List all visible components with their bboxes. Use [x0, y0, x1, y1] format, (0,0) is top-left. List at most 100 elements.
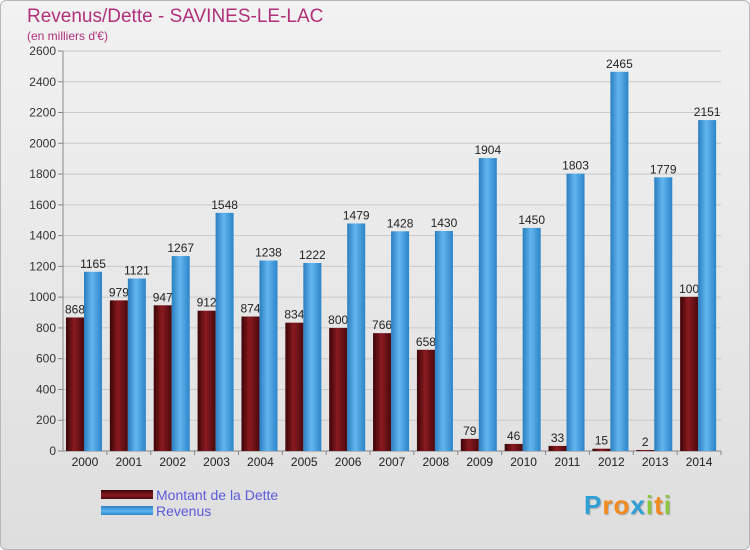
bar-revenue — [259, 260, 278, 451]
y-tick-label: 800 — [36, 321, 56, 335]
bar-revenue — [654, 177, 673, 452]
x-tick-label: 2012 — [598, 455, 625, 469]
bar-debt — [285, 322, 304, 451]
x-tick-label: 2011 — [555, 455, 581, 469]
bar-debt — [66, 317, 84, 451]
data-label-debt: 2 — [642, 435, 649, 449]
x-tick-label: 2003 — [203, 455, 230, 469]
data-label-debt: 658 — [416, 335, 436, 349]
data-label-revenue: 1548 — [211, 198, 238, 212]
data-label-debt: 834 — [284, 308, 304, 322]
logo-letter: r — [602, 490, 614, 520]
legend-label-debt: Montant de la Dette — [156, 487, 279, 503]
bar-debt — [373, 333, 392, 451]
data-label-revenue: 1222 — [299, 248, 326, 262]
x-tick-label: 2002 — [159, 455, 186, 469]
data-label-debt: 979 — [109, 285, 129, 299]
y-tick-label: 2600 — [29, 44, 56, 58]
x-tick-label: 2009 — [466, 455, 493, 469]
y-tick-label: 1000 — [29, 290, 56, 304]
data-label-revenue: 1165 — [80, 257, 106, 271]
y-tick-label: 2400 — [29, 75, 56, 89]
data-label-revenue: 1779 — [650, 162, 677, 176]
y-tick-label: 600 — [36, 352, 56, 366]
data-label-debt: 33 — [551, 431, 565, 445]
bar-revenue — [215, 212, 234, 451]
data-label-debt: 947 — [153, 290, 173, 304]
data-label-debt: 766 — [372, 318, 392, 332]
bar-debt — [548, 445, 567, 451]
data-label-revenue: 1803 — [562, 159, 589, 173]
y-tick-label: 1400 — [29, 229, 56, 243]
logo-letter: P — [584, 490, 603, 520]
bar-debt — [636, 450, 655, 451]
y-tick-label: 0 — [49, 444, 56, 458]
bar-debt — [680, 296, 699, 451]
bar-revenue — [84, 271, 102, 451]
x-tick-label: 2014 — [686, 455, 713, 469]
legend-swatch-debt — [101, 490, 153, 499]
logo-letter: i — [663, 490, 672, 520]
x-tick-label: 2005 — [291, 455, 318, 469]
bar-revenue — [303, 263, 322, 451]
data-label-revenue: 1479 — [343, 208, 370, 222]
data-label-debt: 100 — [679, 282, 699, 296]
y-tick-label: 2200 — [29, 106, 56, 120]
y-tick-label: 1800 — [29, 167, 56, 181]
bar-revenue — [522, 227, 541, 451]
bar-debt — [241, 316, 260, 451]
bar-revenue — [610, 71, 629, 452]
data-label-revenue: 1121 — [124, 264, 150, 278]
x-tick-label: 2004 — [247, 455, 274, 469]
x-tick-label: 2001 — [115, 455, 142, 469]
y-tick-label: 1200 — [29, 259, 56, 273]
data-label-debt: 15 — [595, 434, 609, 448]
x-tick-label: 2013 — [642, 455, 669, 469]
x-tick-label: 2007 — [379, 455, 406, 469]
bar-debt — [460, 438, 479, 451]
logo-letter: t — [654, 490, 664, 520]
data-label-revenue: 1238 — [255, 246, 282, 260]
bar-debt — [416, 349, 435, 451]
bar-debt — [109, 300, 128, 451]
bar-debt — [592, 448, 611, 451]
data-label-debt: 46 — [507, 429, 521, 443]
bar-debt — [197, 310, 216, 451]
y-tick-label: 2000 — [29, 136, 56, 150]
data-label-debt: 874 — [240, 302, 260, 316]
data-label-revenue: 1904 — [474, 143, 501, 157]
data-label-revenue: 1450 — [518, 213, 545, 227]
proxiti-logo: Proxiti — [584, 490, 672, 521]
data-label-debt: 800 — [328, 313, 348, 327]
legend-swatch-revenue — [101, 506, 153, 515]
legend-label-revenue: Revenus — [156, 503, 212, 519]
bar-debt — [504, 443, 523, 451]
data-label-revenue: 1267 — [167, 241, 194, 255]
logo-letter: i — [645, 490, 655, 520]
bar-revenue — [478, 158, 497, 452]
data-label-debt: 79 — [463, 424, 477, 438]
bar-revenue — [171, 256, 190, 451]
data-label-debt: 912 — [197, 296, 217, 310]
logo-letter: x — [630, 490, 646, 520]
bar-debt — [153, 305, 172, 451]
chart-title: Revenus/Dette - SAVINES-LE-LAC — [27, 6, 324, 27]
chart-subtitle: (en milliers d'€) — [27, 29, 108, 43]
bar-revenue — [434, 231, 453, 451]
bar-debt — [329, 327, 348, 451]
data-label-revenue: 2151 — [694, 105, 721, 119]
bar-revenue — [698, 120, 717, 452]
data-label-revenue: 1430 — [431, 216, 458, 230]
data-label-debt: 868 — [65, 302, 85, 316]
x-tick-label: 2000 — [72, 455, 99, 469]
y-tick-label: 1600 — [29, 198, 56, 212]
data-label-revenue: 1428 — [387, 216, 414, 230]
data-label-revenue: 2465 — [606, 57, 633, 71]
x-tick-label: 2006 — [335, 455, 362, 469]
logo-letter: o — [613, 490, 631, 520]
y-tick-label: 200 — [36, 413, 56, 427]
bar-revenue — [347, 223, 366, 451]
x-tick-label: 2008 — [423, 455, 450, 469]
